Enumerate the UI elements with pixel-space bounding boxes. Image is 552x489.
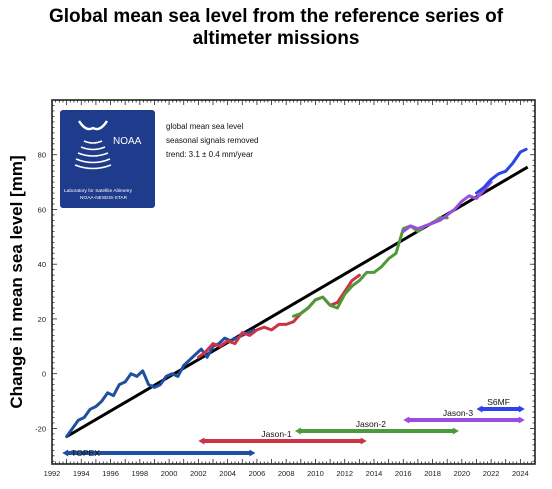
- mission-bars: TOPEX Jason-1 Jason-2 Jason-3 S6MF: [62, 397, 525, 458]
- x-tick-label: 1998: [131, 469, 148, 478]
- x-tick-label: 1994: [73, 469, 90, 478]
- noaa-logo: NOAA Laboratory for Satellite Altimetry …: [60, 110, 155, 208]
- x-axis-labels: 1992 1994 1996 1998 2000 2002 2004 2006 2008 2010…: [44, 469, 529, 478]
- series-line-jason-1: [196, 273, 361, 359]
- chart-title-line-2: altimeter missions: [192, 28, 360, 49]
- mission-arrow-right: [518, 416, 525, 424]
- y-tick-label: 40: [38, 260, 46, 269]
- legend-text-block: global mean sea level seasonal signals r…: [166, 122, 259, 159]
- x-tick-label: 2008: [278, 469, 295, 478]
- mission-arrow-right: [249, 449, 256, 457]
- mission-label-topex: TOPEX: [71, 448, 100, 458]
- x-tick-label: 2012: [336, 469, 353, 478]
- series-line-jason-3: [401, 180, 493, 233]
- series-line-topex: [65, 328, 256, 439]
- mission-arrow-left: [198, 437, 205, 445]
- noaa-wave-logo-icon: [74, 120, 112, 170]
- x-tick-label: 2002: [190, 469, 207, 478]
- x-tick-label: 2000: [161, 469, 178, 478]
- logo-lab-text: Laboratory for Satellite Altimetry: [64, 188, 133, 194]
- x-tick-label: 2004: [219, 469, 236, 478]
- mission-arrow-right: [518, 405, 525, 413]
- mission-label-jason-2: Jason-2: [356, 419, 387, 429]
- mission-arrow-right: [452, 427, 459, 435]
- mission-arrow-right: [360, 437, 367, 445]
- legend-line-2: seasonal signals removed: [166, 136, 259, 145]
- mission-label-jason-1: Jason-1: [261, 429, 292, 439]
- x-tick-label: 2024: [512, 469, 529, 478]
- mission-arrow-left: [62, 449, 69, 457]
- x-tick-label: 1992: [44, 469, 61, 478]
- mission-arrow-left: [403, 416, 410, 424]
- x-tick-label: 2006: [249, 469, 266, 478]
- y-axis-labels: -20 0 20 40 60 80: [35, 151, 46, 434]
- y-axis-title: Change in mean sea level [mm]: [7, 155, 26, 408]
- mission-label-jason-3: Jason-3: [443, 408, 474, 418]
- series-line-jason-2: [292, 216, 449, 318]
- y-tick-label: 20: [38, 315, 46, 324]
- x-tick-label: 2016: [395, 469, 412, 478]
- chart-title: Global mean sea level from the reference…: [0, 6, 552, 50]
- series-lines: [65, 147, 528, 439]
- mission-arrow-left: [294, 427, 301, 435]
- chart-title-line-1: Global mean sea level from the reference…: [48, 6, 504, 27]
- x-tick-label: 2010: [307, 469, 324, 478]
- y-tick-label: 0: [42, 370, 46, 379]
- x-tick-label: 2020: [453, 469, 470, 478]
- legend-line-3: trend: 3.1 ± 0.4 mm/year: [166, 150, 253, 159]
- legend-line-1: global mean sea level: [166, 122, 244, 131]
- y-tick-label: -20: [35, 424, 46, 433]
- x-tick-label: 2022: [483, 469, 500, 478]
- y-tick-label: 60: [38, 205, 46, 214]
- logo-org-text: NOAA-NESDIS-STAR: [80, 195, 128, 201]
- x-tick-label: 2014: [366, 469, 383, 478]
- axis-ticks: [51, 99, 536, 464]
- mission-label-s6mf: S6MF: [487, 397, 510, 407]
- x-tick-label: 2018: [424, 469, 441, 478]
- mission-arrow-left: [476, 405, 483, 413]
- x-tick-label: 1996: [102, 469, 119, 478]
- series-line-s6mf: [475, 147, 528, 195]
- noaa-brand-text: NOAA: [113, 136, 142, 147]
- y-tick-label: 80: [38, 151, 46, 160]
